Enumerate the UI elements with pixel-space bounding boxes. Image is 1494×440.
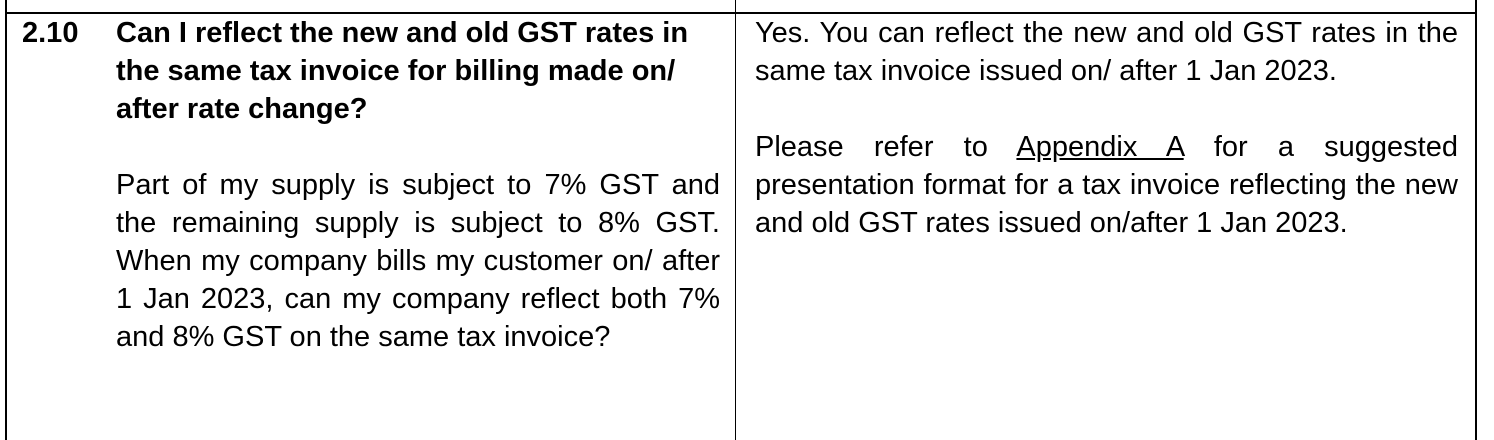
answer-paragraph-2: Please refer to Appendix A for a suggest… — [755, 128, 1458, 242]
question-detail: Part of my supply is subject to 7% GST a… — [116, 169, 720, 353]
appendix-a-link[interactable]: Appendix A — [1016, 131, 1184, 163]
table-column-divider — [735, 0, 736, 440]
question-title: Can I reflect the new and old GST rates … — [116, 17, 689, 125]
table-row-top-border — [5, 12, 1477, 14]
table-left-border — [5, 0, 7, 440]
answer-paragraph-1: Yes. You can reflect the new and old GST… — [755, 17, 1458, 87]
answer-cell: Yes. You can reflect the new and old GST… — [755, 14, 1458, 242]
answer-paragraph-2-tail: for a suggested presentation format for … — [755, 131, 1458, 239]
table-right-border — [1475, 0, 1477, 440]
row-number: 2.10 — [22, 17, 79, 49]
answer-paragraph-2-lead: Please refer to — [755, 131, 1017, 163]
question-cell: Can I reflect the new and old GST rates … — [116, 14, 720, 356]
